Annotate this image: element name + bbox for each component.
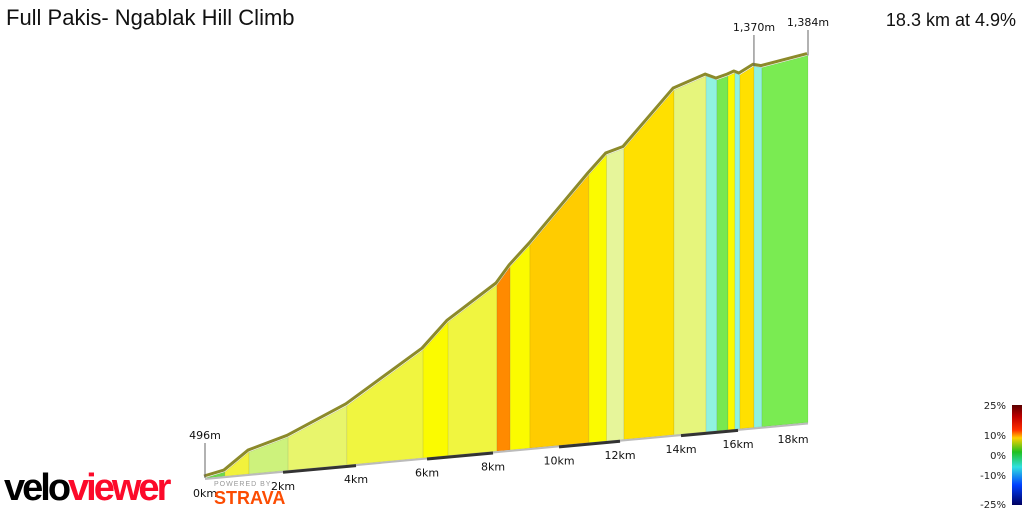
profile-segment <box>623 89 675 440</box>
climb-summary: 18.3 km at 4.9% <box>885 10 1016 30</box>
x-tick-label: 10km <box>543 454 574 467</box>
legend-label: 0% <box>990 451 1006 462</box>
x-tick-label: 12km <box>604 449 635 462</box>
gradient-legend: 25% 10% 0% -10% -25% <box>980 401 1022 511</box>
profile-segment <box>346 349 424 466</box>
x-tick-label: 2km <box>271 480 295 493</box>
profile-segment <box>606 148 625 442</box>
profile-segment <box>509 244 531 451</box>
profile-segment <box>496 265 511 452</box>
profile-segment <box>588 154 607 443</box>
profile-segment <box>287 405 348 471</box>
distance-ticks: 0km 2km 4km 6km 8km 10km 12km 14km 16km 18km <box>193 433 809 500</box>
x-tick-label: 4km <box>344 473 368 486</box>
axis-band <box>426 451 494 461</box>
axis-band <box>282 464 357 474</box>
x-tick-label: 0km <box>193 487 217 500</box>
strava-logo: STRAVA <box>214 488 286 508</box>
profile-segment <box>224 451 250 477</box>
x-tick-label: 18km <box>777 433 808 446</box>
elevation-labels: 496m 1,370m 1,384m <box>189 16 829 478</box>
distance-axis <box>204 422 809 480</box>
x-tick-label: 6km <box>415 467 439 480</box>
profile-segment <box>727 72 736 431</box>
profile-segment <box>734 72 741 430</box>
profile-segment <box>529 174 590 449</box>
profile-top-edge <box>203 52 808 478</box>
axis-band <box>558 439 621 449</box>
elevation-label: 1,384m <box>787 16 829 29</box>
gradient-colorbar <box>1012 405 1022 505</box>
profile-segment <box>761 55 809 428</box>
x-tick-label: 14km <box>665 443 696 456</box>
legend-label: -10% <box>980 471 1006 482</box>
profile-segment <box>716 75 729 432</box>
legend-label: 10% <box>984 431 1006 442</box>
profile-segment <box>739 65 755 430</box>
veloviewer-logo: veloviewer <box>4 467 171 509</box>
legend-label: -25% <box>980 500 1006 511</box>
axis-band <box>680 428 739 438</box>
profile-segments <box>203 52 809 479</box>
profile-segment <box>673 75 707 436</box>
elevation-label: 1,370m <box>733 21 775 34</box>
chart-title: Full Pakis- Ngablak Hill Climb <box>6 5 295 30</box>
profile-segment <box>447 284 498 456</box>
legend-label: 25% <box>984 401 1006 412</box>
x-tick-label: 8km <box>481 460 505 473</box>
x-tick-label: 16km <box>722 438 753 451</box>
powered-by-label: POWERED BY <box>214 481 272 488</box>
profile-segment <box>705 75 718 433</box>
elevation-label: 496m <box>189 429 221 442</box>
profile-segment <box>753 65 763 428</box>
